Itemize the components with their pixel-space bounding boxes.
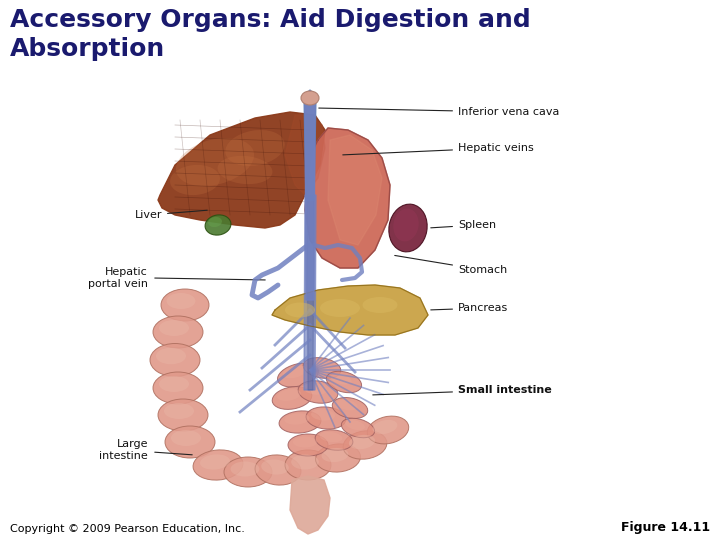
Ellipse shape (320, 432, 342, 442)
Ellipse shape (301, 91, 319, 105)
Ellipse shape (293, 436, 317, 448)
Polygon shape (305, 128, 390, 268)
Ellipse shape (298, 381, 338, 403)
Ellipse shape (307, 360, 330, 370)
Ellipse shape (171, 430, 201, 446)
Ellipse shape (285, 450, 331, 480)
Text: Hepatic veins: Hepatic veins (343, 143, 534, 155)
Text: Stomach: Stomach (395, 255, 508, 275)
Ellipse shape (284, 414, 310, 424)
Ellipse shape (166, 293, 195, 309)
Ellipse shape (279, 411, 321, 433)
Polygon shape (285, 115, 325, 195)
Ellipse shape (261, 460, 289, 475)
Ellipse shape (393, 208, 418, 241)
Ellipse shape (311, 409, 335, 421)
Text: Small intestine: Small intestine (373, 385, 552, 395)
Ellipse shape (349, 435, 375, 449)
Ellipse shape (320, 299, 360, 317)
Ellipse shape (164, 403, 194, 419)
Text: Accessory Organs: Aid Digestion and
Absorption: Accessory Organs: Aid Digestion and Abso… (10, 8, 531, 60)
Ellipse shape (193, 450, 243, 480)
Ellipse shape (153, 372, 203, 404)
Polygon shape (307, 195, 314, 390)
Ellipse shape (159, 376, 189, 392)
Ellipse shape (272, 387, 312, 409)
Ellipse shape (336, 400, 358, 410)
Polygon shape (328, 135, 382, 245)
Ellipse shape (230, 462, 259, 476)
Text: Inferior vena cava: Inferior vena cava (319, 107, 559, 117)
Polygon shape (272, 285, 428, 335)
Ellipse shape (150, 343, 200, 376)
Ellipse shape (161, 289, 209, 321)
Polygon shape (305, 100, 315, 300)
Ellipse shape (315, 430, 353, 450)
Ellipse shape (326, 372, 361, 393)
Ellipse shape (362, 297, 397, 313)
Ellipse shape (156, 348, 186, 364)
Ellipse shape (285, 302, 315, 318)
Ellipse shape (332, 397, 368, 418)
Ellipse shape (372, 420, 397, 434)
Ellipse shape (306, 407, 346, 429)
Ellipse shape (341, 418, 374, 438)
Text: Pancreas: Pancreas (431, 303, 508, 313)
Ellipse shape (200, 455, 230, 470)
Ellipse shape (224, 457, 272, 487)
Ellipse shape (389, 204, 427, 252)
Polygon shape (158, 112, 325, 228)
Text: Figure 14.11: Figure 14.11 (621, 521, 710, 534)
Ellipse shape (165, 426, 215, 458)
Ellipse shape (170, 165, 220, 195)
Ellipse shape (345, 420, 365, 430)
Ellipse shape (208, 217, 222, 227)
Ellipse shape (159, 320, 189, 336)
Text: Liver: Liver (135, 210, 207, 220)
Ellipse shape (277, 389, 301, 401)
Ellipse shape (255, 455, 301, 485)
Text: Hepatic
portal vein: Hepatic portal vein (88, 267, 148, 289)
Ellipse shape (303, 383, 327, 395)
Polygon shape (304, 195, 316, 390)
Ellipse shape (288, 434, 328, 456)
Ellipse shape (277, 363, 318, 387)
Ellipse shape (217, 156, 272, 184)
Ellipse shape (315, 444, 361, 472)
Ellipse shape (291, 455, 319, 469)
Ellipse shape (153, 316, 203, 348)
Ellipse shape (343, 431, 387, 459)
Ellipse shape (303, 357, 341, 379)
Ellipse shape (225, 130, 284, 166)
Ellipse shape (367, 416, 409, 444)
Ellipse shape (176, 138, 254, 186)
Text: Large
intestine: Large intestine (99, 439, 148, 461)
Ellipse shape (283, 366, 307, 378)
Text: Spleen: Spleen (431, 220, 496, 230)
Polygon shape (290, 476, 330, 534)
Ellipse shape (330, 374, 351, 384)
Polygon shape (304, 90, 316, 200)
Ellipse shape (322, 448, 348, 462)
Ellipse shape (205, 215, 231, 235)
Ellipse shape (158, 399, 208, 431)
Text: Copyright © 2009 Pearson Education, Inc.: Copyright © 2009 Pearson Education, Inc. (10, 524, 245, 534)
